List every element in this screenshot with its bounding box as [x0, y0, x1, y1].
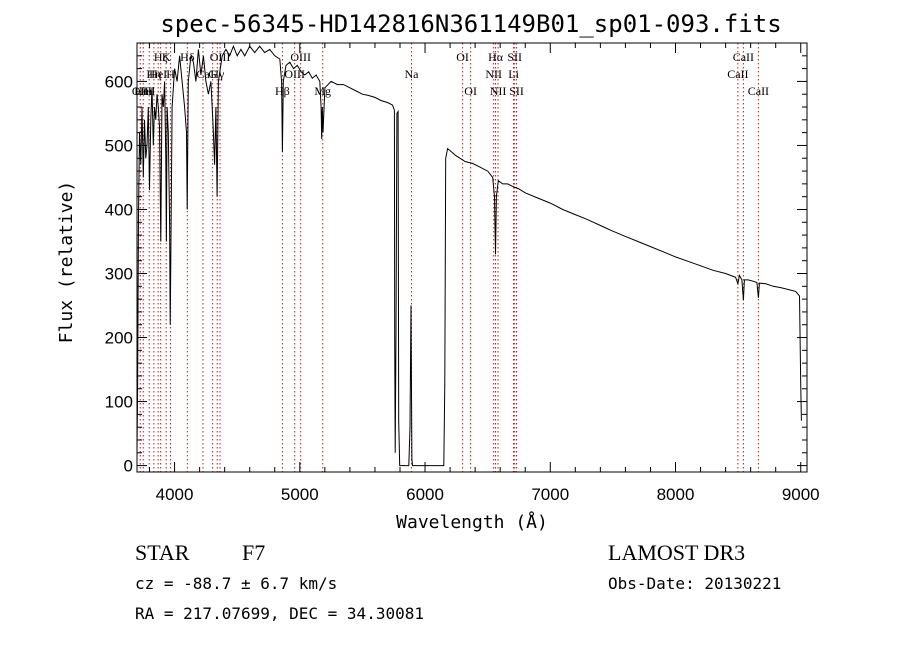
y-axis-label: Flux (relative) — [56, 181, 77, 344]
spectral-line-label-0: OII — [132, 84, 149, 98]
line-label-layer: OIIHmHlHηHeIHζKHHδCaGHγOIIIHβOIIIOIIIMgN… — [132, 50, 769, 98]
y-tick-label-300: 300 — [105, 265, 133, 284]
spectral-line-label-14: OIII — [284, 67, 305, 81]
spectral-line-label-11: Hγ — [210, 67, 225, 81]
spectral-line-label-15: OIII — [290, 50, 311, 64]
spectral-line-label-12: OIII — [210, 50, 231, 64]
y-tick-label-600: 600 — [105, 72, 133, 91]
x-tick-label-5000: 5000 — [281, 485, 319, 504]
spectral-line-label-10: G — [208, 67, 217, 81]
object-class: STAR — [135, 540, 190, 565]
spectral-line-label-13: Hβ — [275, 84, 290, 98]
x-tick-label-9000: 9000 — [782, 485, 820, 504]
y-tick-label-400: 400 — [105, 200, 133, 219]
x-axis-label: Wavelength (Å) — [396, 511, 548, 533]
plot-frame — [136, 42, 808, 473]
spectrum-series-line — [136, 44, 802, 467]
spectral-line-label-8: Hδ — [180, 50, 195, 64]
spectral-line-label-25: SII — [509, 84, 524, 98]
spectral-line-label-27: CaII — [733, 50, 754, 64]
spectral-line-label-4: HeI — [149, 67, 167, 81]
spectral-line-label-16: Mg — [314, 84, 331, 98]
spectral-line-label-6: K — [162, 50, 171, 64]
spectral-line-label-23: Li — [508, 67, 519, 81]
x-tick-label-6000: 6000 — [406, 485, 444, 504]
spectral-line-label-3: Hη — [146, 67, 161, 81]
spectral-line-label-28: CaII — [748, 84, 769, 98]
object-subclass: F7 — [242, 540, 265, 565]
spectral-line-label-22: NII — [490, 84, 507, 98]
spectral-line-label-26: CaII — [727, 67, 748, 81]
spectral-line-label-20: NII — [485, 67, 502, 81]
redshift-info: cz = -88.7 ± 6.7 km/s — [135, 574, 337, 593]
y-tick-label-200: 200 — [105, 329, 133, 348]
chart-title: spec-56345-HD142816N361149B01_sp01-093.f… — [160, 10, 781, 38]
y-tick-label-100: 100 — [105, 393, 133, 412]
spectral-line-label-2: Hl — [143, 84, 156, 98]
radec-info: RA = 217.07699, DEC = 34.30081 — [135, 604, 424, 623]
spectral-line-label-24: SII — [507, 50, 522, 64]
x-tick-label-8000: 8000 — [657, 485, 695, 504]
obs-date: Obs-Date: 20130221 — [608, 574, 781, 593]
x-tick-label-7000: 7000 — [531, 485, 569, 504]
line-marker-layer — [139, 43, 759, 472]
axis-tick-layer: 4000 5000 6000 7000 8000 9000 0 100 200 300 400 500… — [105, 43, 820, 504]
spectral-line-label-9: Ca — [196, 67, 210, 81]
x-tick-label-4000: 4000 — [156, 485, 194, 504]
spectral-line-label-5: Hζ — [154, 50, 168, 64]
spectral-line-label-17: Na — [405, 67, 420, 81]
y-tick-label-0: 0 — [124, 457, 133, 476]
y-tick-label-500: 500 — [105, 136, 133, 155]
spectral-line-label-19: OI — [464, 84, 477, 98]
spectral-line-label-18: OI — [456, 50, 469, 64]
spectral-line-label-7: H — [166, 67, 175, 81]
spectral-line-label-21: Hα — [488, 50, 504, 64]
survey-name: LAMOST DR3 — [608, 540, 745, 565]
